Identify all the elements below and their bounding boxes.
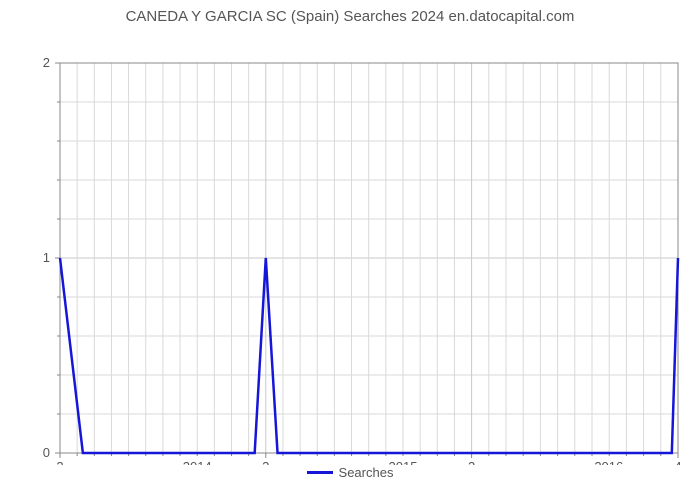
chart-container: CANEDA Y GARCIA SC (Spain) Searches 2024… — [0, 0, 700, 500]
svg-text:2: 2 — [468, 459, 475, 465]
legend-swatch — [307, 471, 333, 474]
chart-legend: Searches — [0, 465, 700, 486]
svg-text:2: 2 — [43, 55, 50, 70]
chart-title: CANEDA Y GARCIA SC (Spain) Searches 2024… — [0, 0, 700, 25]
legend-label: Searches — [339, 465, 394, 480]
svg-text:2016: 2016 — [594, 459, 623, 465]
line-chart: 0122224201420152016 — [0, 25, 700, 465]
svg-text:2: 2 — [262, 459, 269, 465]
svg-text:2: 2 — [56, 459, 63, 465]
svg-text:1: 1 — [43, 250, 50, 265]
svg-text:0: 0 — [43, 445, 50, 460]
svg-text:4: 4 — [674, 459, 681, 465]
svg-text:2014: 2014 — [183, 459, 212, 465]
